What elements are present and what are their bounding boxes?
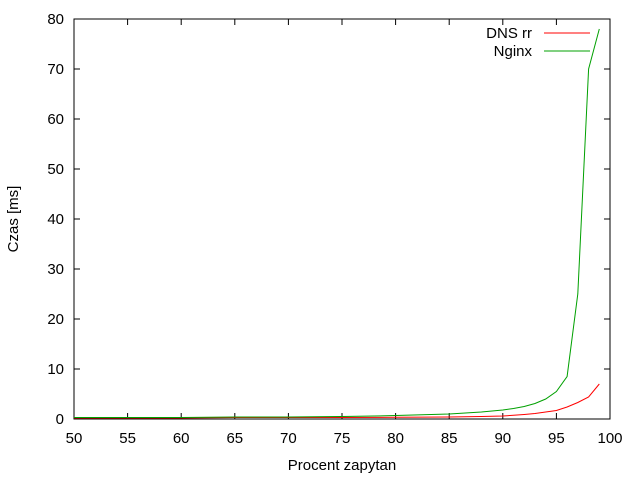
series-line-nginx (74, 28, 600, 418)
legend: DNS rr Nginx (486, 25, 590, 60)
x-tick-label: 70 (280, 430, 297, 447)
x-tick-label: 60 (173, 430, 190, 447)
x-tick-label: 55 (119, 430, 136, 447)
y-tick-label: 30 (47, 261, 64, 278)
y-tick-label: 0 (56, 411, 64, 428)
series-line-dns-rr (74, 383, 600, 419)
x-tick-labels: 50 55 60 65 70 75 80 85 90 95 100 (66, 430, 623, 447)
axis-ticks (73, 18, 611, 420)
series-lines (74, 28, 600, 419)
y-tick-label: 10 (47, 361, 64, 378)
x-tick-label: 75 (334, 430, 351, 447)
x-axis-label: Procent zapytan (288, 457, 396, 474)
x-tick-label: 100 (597, 430, 622, 447)
x-tick-label: 65 (226, 430, 243, 447)
x-tick-label: 80 (387, 430, 404, 447)
y-tick-label: 60 (47, 111, 64, 128)
legend-label-dns-rr: DNS rr (486, 25, 532, 42)
x-tick-label: 50 (66, 430, 83, 447)
x-tick-label: 95 (548, 430, 565, 447)
y-tick-label: 20 (47, 311, 64, 328)
x-tick-label: 85 (441, 430, 458, 447)
x-tick-label: 90 (494, 430, 511, 447)
plot-frame (73, 18, 611, 420)
y-axis-label: Czas [ms] (5, 186, 22, 253)
y-tick-label: 50 (47, 161, 64, 178)
y-tick-label: 40 (47, 211, 64, 228)
y-tick-labels: 0 10 20 30 40 50 60 70 80 (47, 11, 64, 428)
legend-label-nginx: Nginx (494, 43, 533, 60)
y-tick-label: 80 (47, 11, 64, 28)
y-tick-label: 70 (47, 61, 64, 78)
